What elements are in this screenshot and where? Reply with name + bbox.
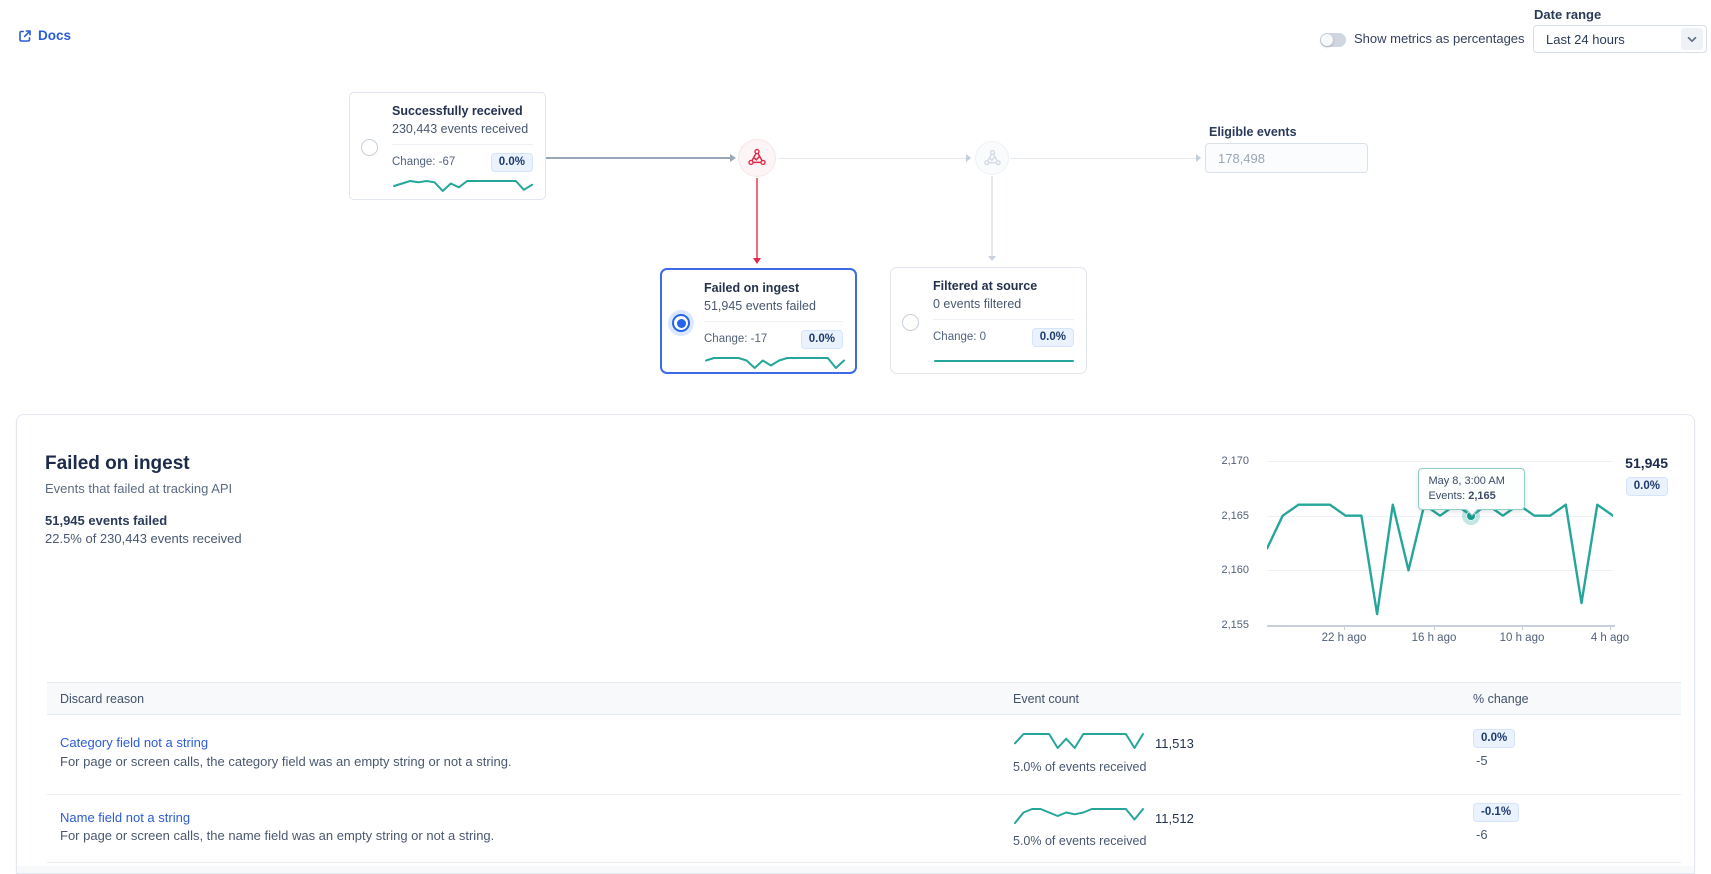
tooltip-timestamp: May 8, 3:00 AM [1428, 474, 1505, 487]
absolute-change-value: -5 [1476, 753, 1488, 768]
total-change-badge: 0.0% [1625, 477, 1668, 496]
toggle-label: Show metrics as percentages [1354, 31, 1525, 46]
table-header: Discard reason Event count % change [47, 682, 1681, 715]
card-failed-on-ingest[interactable]: Failed on ingest 51,945 events failed Ch… [660, 268, 857, 374]
toggle-knob [1321, 34, 1333, 46]
eligible-events-label: Eligible events [1209, 125, 1297, 139]
y-tick-label: 2,170 [1221, 455, 1249, 467]
tooltip-value: 2,165 [1468, 489, 1496, 502]
sparkline [1014, 808, 1144, 824]
panel-subtitle: Events that failed at tracking API [45, 481, 233, 496]
arrowhead-right-icon [730, 153, 736, 162]
sparkline [934, 360, 1074, 362]
card-subtitle: 51,945 events failed [704, 299, 816, 313]
discard-reason-link[interactable]: Category field not a string [60, 735, 209, 750]
connector-filter-to-eligible [1010, 157, 1196, 159]
percent-change-badge: 0.0% [1473, 729, 1516, 748]
x-tick [1610, 625, 1611, 630]
x-tick-label: 22 h ago [1321, 632, 1367, 644]
absolute-change-value: -6 [1476, 827, 1488, 842]
x-tick-label: 10 h ago [1499, 632, 1545, 644]
discard-reason-description: For page or screen calls, the category f… [60, 754, 512, 769]
filter-validation-icon [975, 141, 1009, 175]
gridline [1267, 570, 1613, 571]
column-discard-reason: Discard reason [60, 692, 145, 706]
chevron-down-icon [1681, 28, 1703, 50]
x-tick [1344, 625, 1345, 630]
external-link-icon [18, 29, 32, 43]
arrowhead-right-icon [966, 154, 971, 162]
card-title: Failed on ingest [704, 281, 800, 295]
change-badge: 0.0% [1031, 327, 1074, 347]
card-subtitle: 230,443 events received [392, 122, 529, 136]
card-filtered-at-source[interactable]: Filtered at source 0 events filtered Cha… [890, 267, 1087, 374]
gridline [1267, 461, 1613, 462]
discard-reason-description: For page or screen calls, the name field… [60, 828, 495, 843]
card-title: Filtered at source [933, 279, 1038, 293]
card-successfully-received[interactable]: Successfully received 230,443 events rec… [349, 92, 546, 200]
divider [392, 144, 533, 145]
x-tick [1434, 625, 1435, 630]
connector-received-to-ingest [546, 157, 730, 159]
tooltip-value-row: Events: 2,165 [1428, 489, 1496, 502]
ingest-validation-icon [738, 139, 776, 177]
divider [933, 319, 1074, 320]
change-value: Change: -17 [704, 333, 768, 345]
radio-successfully-received[interactable] [361, 139, 378, 156]
date-range-label: Date range [1534, 7, 1602, 22]
x-tick [1522, 625, 1523, 630]
docs-label: Docs [38, 28, 72, 43]
chart-tooltip: May 8, 3:00 AM Events: 2,165 [1418, 467, 1526, 510]
failed-on-ingest-panel: Failed on ingest Events that failed at t… [16, 414, 1695, 874]
radio-filtered-at-source[interactable] [902, 314, 919, 331]
events-line-chart[interactable] [1267, 455, 1613, 631]
arrowhead-right-icon [1196, 154, 1201, 162]
total-failed-value: 51,945 [1625, 455, 1668, 471]
change-badge: 0.0% [800, 329, 843, 349]
table-row[interactable]: Category field not a string For page or … [47, 715, 1681, 795]
date-range-value: Last 24 hours [1546, 31, 1625, 47]
card-subtitle: 0 events filtered [933, 297, 1022, 311]
eligible-events-value: 178,498 [1218, 150, 1265, 166]
column-percent-change: % change [1473, 692, 1529, 706]
sparkline [1014, 733, 1144, 749]
change-value: Change: 0 [933, 331, 987, 343]
event-count-value: 11,512 [1155, 811, 1194, 826]
radio-failed-on-ingest[interactable] [672, 314, 690, 332]
card-title: Successfully received [392, 104, 523, 118]
next-row-cutoff [17, 866, 1694, 873]
event-count-share: 5.0% of events received [1013, 760, 1147, 774]
y-tick-label: 2,160 [1221, 564, 1249, 576]
column-event-count: Event count [1013, 692, 1080, 706]
change-value: Change: -67 [392, 156, 456, 168]
arrowhead-down-icon [753, 258, 761, 264]
divider [704, 321, 843, 322]
sparkline [705, 357, 845, 369]
connector-failed-drop [756, 178, 758, 258]
panel-title: Failed on ingest [45, 453, 190, 474]
table-row[interactable]: Name field not a string For page or scre… [47, 795, 1681, 863]
change-badge: 0.0% [490, 152, 533, 172]
arrowhead-down-icon [988, 256, 996, 261]
discard-reasons-table: Discard reason Event count % change Cate… [47, 682, 1681, 863]
event-count-share: 5.0% of events received [1013, 834, 1147, 848]
x-axis [1267, 625, 1615, 627]
connector-filtered-drop [991, 176, 993, 256]
y-tick-label: 2,155 [1221, 619, 1249, 631]
docs-link[interactable]: Docs [18, 28, 71, 43]
discard-reason-link[interactable]: Name field not a string [60, 810, 191, 825]
y-tick-label: 2,165 [1221, 510, 1249, 522]
x-tick-label: 4 h ago [1590, 632, 1630, 644]
date-range-select[interactable]: Last 24 hours [1533, 25, 1707, 53]
sparkline [393, 180, 533, 192]
connector-ingest-to-filter [778, 157, 966, 159]
x-tick-label: 16 h ago [1411, 632, 1457, 644]
events-failed-share: 22.5% of 230,443 events received [45, 531, 242, 546]
events-failed-stat: 51,945 events failed [45, 513, 168, 528]
percent-change-badge: -0.1% [1473, 803, 1520, 822]
eligible-events-field[interactable]: 178,498 [1205, 143, 1368, 173]
percentages-toggle[interactable] [1320, 33, 1346, 47]
event-count-value: 11,513 [1155, 736, 1194, 751]
